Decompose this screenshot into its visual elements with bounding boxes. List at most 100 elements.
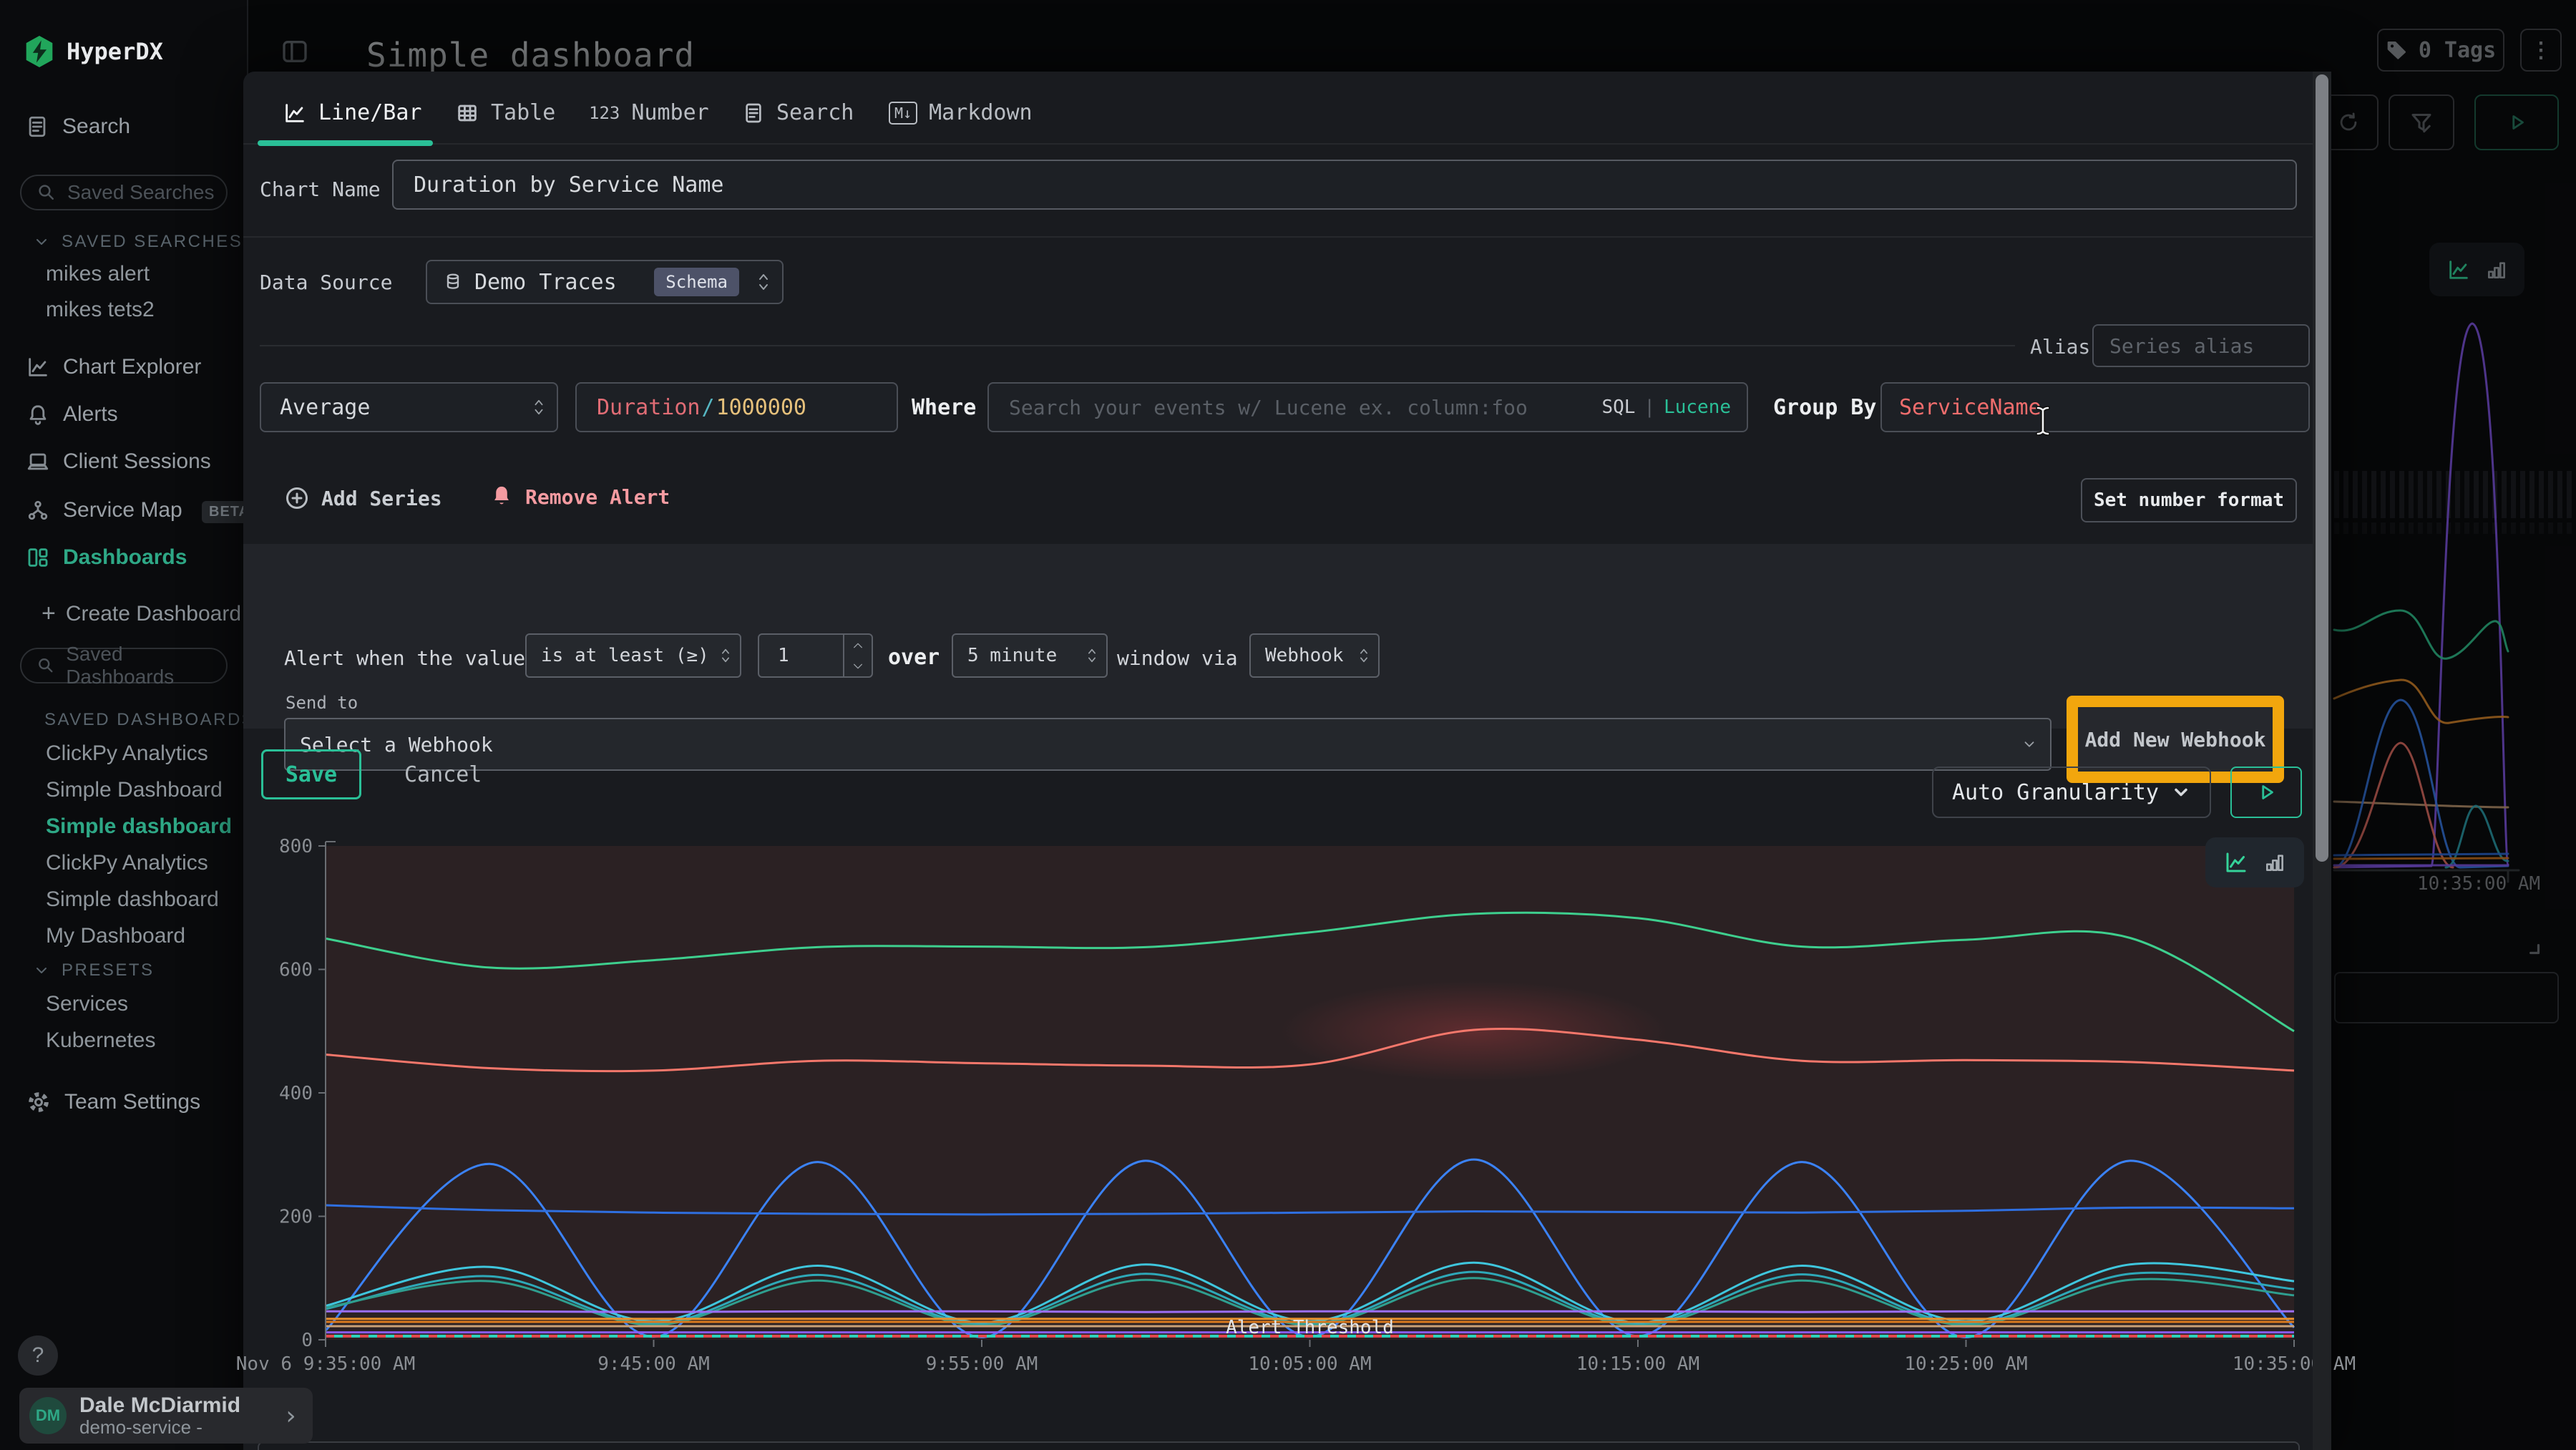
run-chart-button[interactable]	[2230, 767, 2302, 818]
resize-handle-icon[interactable]	[2524, 939, 2543, 958]
add-webhook-highlight: Add New Webhook	[2067, 696, 2284, 783]
saved-search-item[interactable]: mikes tets2	[46, 298, 155, 321]
brand[interactable]: HyperDX	[24, 34, 163, 69]
data-source-select[interactable]: Demo Traces Schema	[426, 260, 784, 304]
select-chevrons-icon	[759, 274, 768, 290]
next-panel-edge	[258, 1441, 2300, 1450]
stepper-down-icon[interactable]	[852, 662, 864, 671]
gear-icon	[29, 1092, 49, 1112]
dashboard-item[interactable]: My Dashboard	[46, 924, 186, 948]
sidebar-item-client-sessions[interactable]: Client Sessions	[26, 449, 211, 474]
sidebar: HyperDX Search Saved Searches SAVED SEAR…	[0, 0, 257, 1450]
tab-search[interactable]: Search	[742, 100, 854, 125]
alias-input[interactable]: Series alias	[2092, 324, 2310, 367]
add-new-webhook-button[interactable]: Add New Webhook	[2078, 707, 2273, 772]
svg-text:600: 600	[279, 960, 313, 981]
sidebar-item-team-settings[interactable]: Team Settings	[26, 1089, 200, 1115]
add-series-button[interactable]: Add Series	[284, 485, 442, 511]
search-icon	[39, 658, 53, 673]
where-input[interactable]: Search your events w/ Lucene ex. column:…	[987, 382, 1748, 432]
kebab-icon: ⋮	[2530, 37, 2552, 63]
series-green	[325, 911, 2295, 1033]
sidebar-item-search[interactable]: Search	[25, 115, 130, 139]
svg-text:800: 800	[279, 836, 313, 857]
granularity-select[interactable]: Auto Granularity	[1932, 767, 2211, 818]
lang-sql[interactable]: SQL	[1601, 396, 1636, 418]
saved-dashboards-header[interactable]: SAVED DASHBOARDS	[33, 710, 244, 730]
preset-item[interactable]: Services	[46, 992, 129, 1016]
dashboard-item[interactable]: ClickPy Analytics	[46, 741, 208, 765]
preset-item[interactable]: Kubernetes	[46, 1028, 156, 1052]
remove-alert-button[interactable]: Remove Alert	[489, 482, 670, 511]
lang-lucene[interactable]: Lucene	[1664, 396, 1731, 418]
filter-button[interactable]	[2389, 94, 2454, 150]
number-stepper[interactable]	[843, 635, 872, 676]
data-source-label: Data Source	[260, 271, 393, 294]
tab-table[interactable]: Table	[455, 100, 555, 125]
search-icon	[39, 185, 54, 200]
dashboard-item[interactable]: ClickPy Analytics	[46, 851, 208, 875]
alert-window-select[interactable]: 5 minute	[952, 633, 1108, 678]
chart-name-input[interactable]: Duration by Service Name	[392, 160, 2297, 210]
dashboard-item[interactable]: Simple Dashboard	[46, 778, 223, 802]
saved-dashboards-list: ClickPy Analytics Simple Dashboard Simple …	[0, 741, 247, 960]
line-chart-icon[interactable]	[2223, 850, 2249, 875]
tab-number[interactable]: 123 Number	[589, 100, 709, 125]
line-chart-icon	[29, 358, 47, 376]
series-teal-green	[325, 1277, 2295, 1327]
line-chart-icon	[286, 103, 304, 122]
set-number-format-button[interactable]: Set number format	[2081, 478, 2297, 522]
page-title: Simple dashboard	[366, 36, 696, 74]
user-subtitle: demo-service -	[79, 1416, 203, 1438]
dashboard-item[interactable]: Simple dashboard	[46, 887, 219, 911]
create-dashboard-button[interactable]: + Create Dashboard	[42, 600, 242, 627]
svg-text:9:55:00 AM: 9:55:00 AM	[926, 1353, 1038, 1375]
tags-button[interactable]: 0 Tags	[2377, 29, 2504, 72]
tab-markdown[interactable]: M↓ Markdown	[889, 100, 1033, 125]
presets-header[interactable]: PRESETS	[33, 960, 244, 981]
sidebar-collapse-icon[interactable]	[280, 37, 309, 66]
sidebar-item-chart-explorer[interactable]: Chart Explorer	[26, 355, 201, 379]
svg-text:10:25:00 AM: 10:25:00 AM	[1904, 1353, 2027, 1375]
send-to-label: Send to	[286, 693, 358, 713]
modal-scrollbar-thumb[interactable]	[2316, 74, 2328, 862]
chart-name-label: Chart Name	[260, 177, 381, 201]
saved-search-item[interactable]: mikes alert	[46, 262, 150, 286]
select-chevrons-icon	[535, 399, 543, 415]
save-button[interactable]: Save	[261, 749, 361, 799]
sidebar-item-dashboards[interactable]: Dashboards	[26, 545, 187, 570]
background-x-axis-label: 10:35:00 AM	[2417, 873, 2541, 895]
formula-input[interactable]: Duration / 1000000	[575, 382, 898, 432]
sidebar-item-service-map[interactable]: Service Map	[26, 498, 182, 522]
line-chart-icon	[2449, 260, 2468, 279]
chart-type-toggle[interactable]	[2205, 837, 2304, 887]
bar-chart-icon[interactable]	[2263, 851, 2286, 874]
webhook-select[interactable]: Select a Webhook	[284, 718, 2051, 771]
background-chart-type-toggle[interactable]	[2429, 243, 2524, 296]
run-query-button-background[interactable]	[2474, 94, 2559, 150]
tab-line-bar[interactable]: Line/Bar	[283, 100, 422, 125]
series-salmon	[325, 1028, 2295, 1073]
cancel-button[interactable]: Cancel	[404, 762, 482, 787]
saved-searches-header[interactable]: SAVED SEARCHES	[33, 232, 244, 252]
more-menu-button[interactable]: ⋮	[2520, 29, 2562, 72]
alert-channel-select[interactable]: Webhook	[1249, 633, 1380, 678]
dashboard-item[interactable]: Simple dashboard	[46, 814, 233, 838]
refresh-icon	[2336, 110, 2361, 135]
user-name: Dale McDiarmid	[79, 1393, 241, 1417]
mouse-cursor-ibeam	[2036, 406, 2050, 436]
saved-dashboards-input[interactable]: Saved Dashboards	[20, 643, 228, 688]
background-empty-tile	[2334, 972, 2559, 1023]
alert-operator-select[interactable]: is at least (≥)	[525, 633, 741, 678]
group-by-label: Group By	[1773, 395, 1877, 420]
group-by-input[interactable]: ServiceName	[1880, 382, 2310, 432]
stepper-up-icon[interactable]	[852, 641, 864, 650]
help-button[interactable]: ?	[18, 1335, 58, 1376]
user-card[interactable]: DM Dale McDiarmid demo-service - ›	[19, 1388, 313, 1444]
sidebar-item-alerts[interactable]: Alerts	[26, 402, 118, 427]
saved-searches-input[interactable]: Saved Searches	[20, 175, 228, 210]
alert-threshold-value-input[interactable]: 1	[758, 633, 873, 678]
aggregation-select[interactable]: Average	[260, 382, 558, 432]
laptop-icon	[27, 453, 49, 470]
